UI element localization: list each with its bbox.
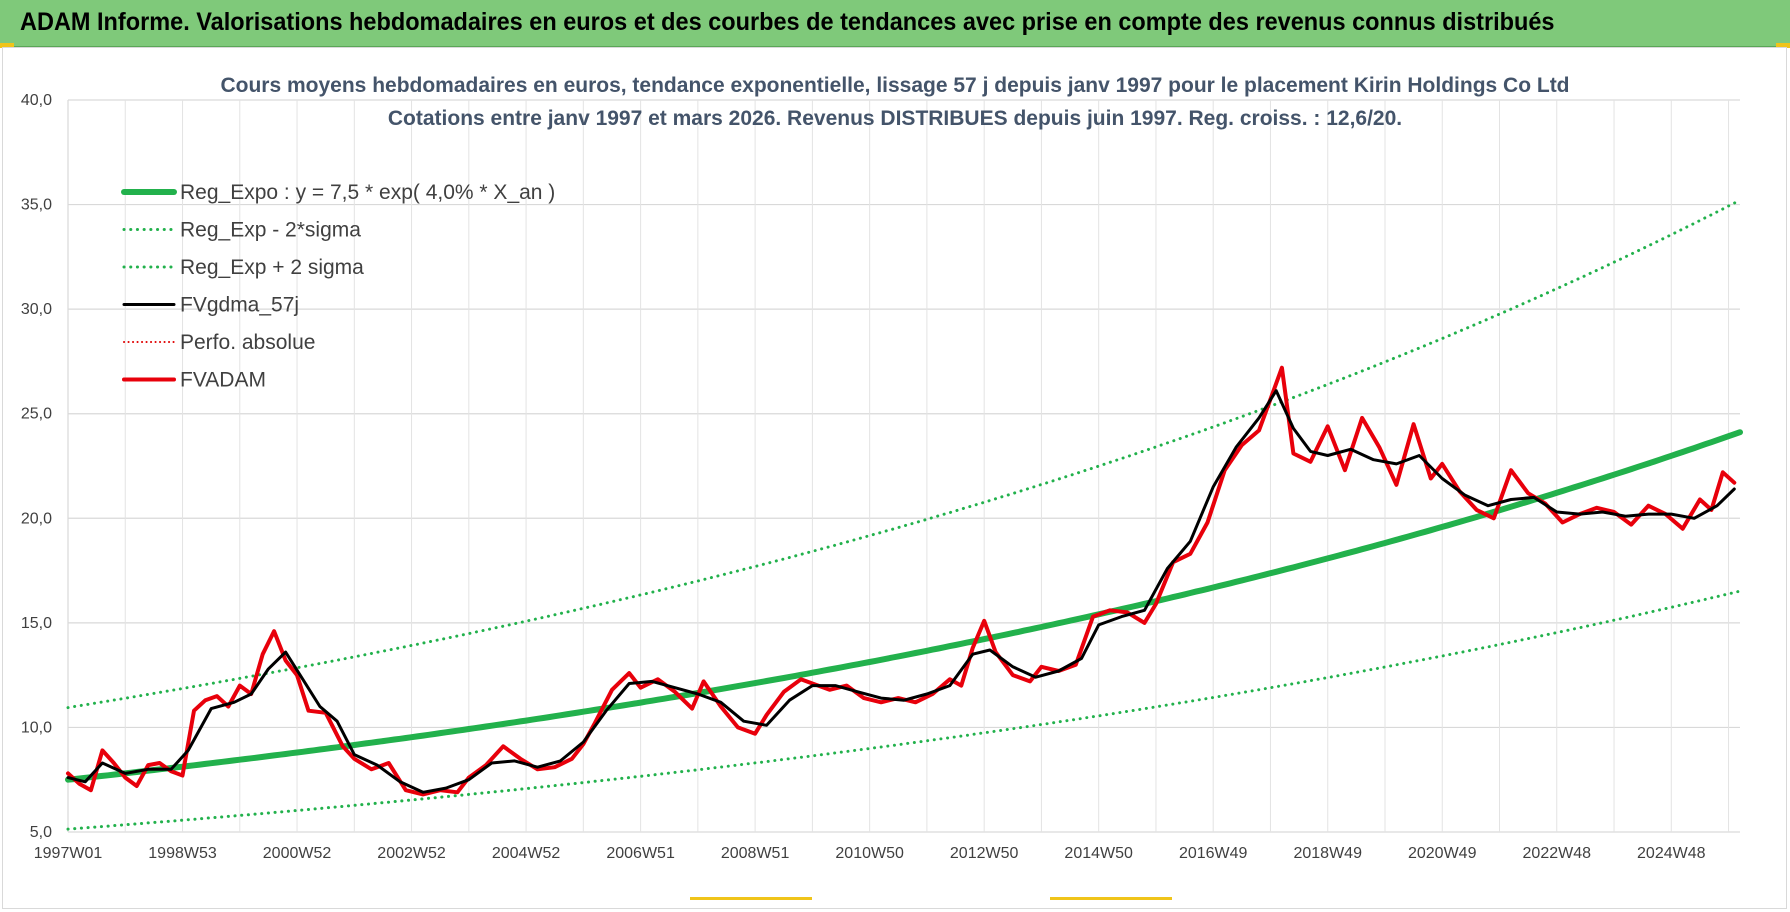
y-tick-label: 20,0	[21, 510, 52, 527]
corner-mark	[1776, 43, 1790, 48]
legend-label: FVADAM	[180, 369, 266, 392]
x-tick-label: 2018W49	[1293, 845, 1362, 862]
legend-label: Perfo. absolue	[180, 331, 315, 354]
x-tick-label: 2012W50	[950, 845, 1019, 862]
y-tick-label: 10,0	[21, 719, 52, 736]
x-tick-label: 1997W01	[34, 845, 103, 862]
gridlines	[67, 99, 1740, 833]
report-title: ADAM Informe. Valorisations hebdomadaire…	[20, 8, 1555, 36]
y-tick-label: 40,0	[21, 92, 52, 109]
x-tick-label: 2000W52	[263, 845, 332, 862]
x-tick-label: 2014W50	[1064, 845, 1133, 862]
x-tick-label: 2010W50	[835, 845, 904, 862]
chart-frame	[2, 47, 1787, 909]
series-lines	[65, 198, 1743, 831]
chart-legend: Reg_Expo : y = 7,5 * exp( 4,0% * X_an ) R…	[121, 181, 555, 392]
chart-titles: Cours moyens hebdomadaires en euros, ten…	[220, 74, 1569, 130]
series-line-fvadam	[66, 365, 1737, 797]
bottom-marks	[690, 897, 1172, 900]
legend-label: Reg_Expo : y = 7,5 * exp( 4,0% * X_an )	[180, 181, 555, 204]
axis-labels: 5,0 10,0 15,0 20,0 25,0 30,0 35,0 40,0 1997W01 19…	[21, 92, 1706, 862]
y-tick-label: 15,0	[21, 615, 52, 632]
y-tick-label: 35,0	[21, 197, 52, 214]
series-line-reg_high	[66, 198, 1742, 710]
y-tick-label: 30,0	[21, 301, 52, 318]
x-tick-label: 2004W52	[492, 845, 561, 862]
chart-title: Cours moyens hebdomadaires en euros, ten…	[220, 74, 1569, 97]
legend-label: FVgdma_57j	[180, 294, 299, 317]
x-tick-label: 2006W51	[606, 845, 675, 862]
x-tick-label: 2008W51	[721, 845, 790, 862]
x-tick-label: 2024W48	[1637, 845, 1706, 862]
x-tick-label: 2022W48	[1523, 845, 1592, 862]
x-tick-label: 1998W53	[148, 845, 217, 862]
series-line-fvgdma	[66, 389, 1736, 794]
x-tick-label: 2016W49	[1179, 845, 1248, 862]
y-tick-label: 25,0	[21, 406, 52, 423]
chart-subtitle: Cotations entre janv 1997 et mars 2026. …	[388, 107, 1402, 130]
corner-mark	[0, 43, 14, 48]
y-tick-label: 5,0	[30, 824, 52, 841]
legend-label: Reg_Exp + 2 sigma	[180, 256, 364, 279]
series-line-reg	[65, 429, 1743, 783]
x-tick-label: 2002W52	[377, 845, 446, 862]
legend-label: Reg_Exp - 2*sigma	[180, 219, 361, 242]
report-banner: ADAM Informe. Valorisations hebdomadaire…	[0, 0, 1790, 47]
x-tick-label: 2020W49	[1408, 845, 1477, 862]
